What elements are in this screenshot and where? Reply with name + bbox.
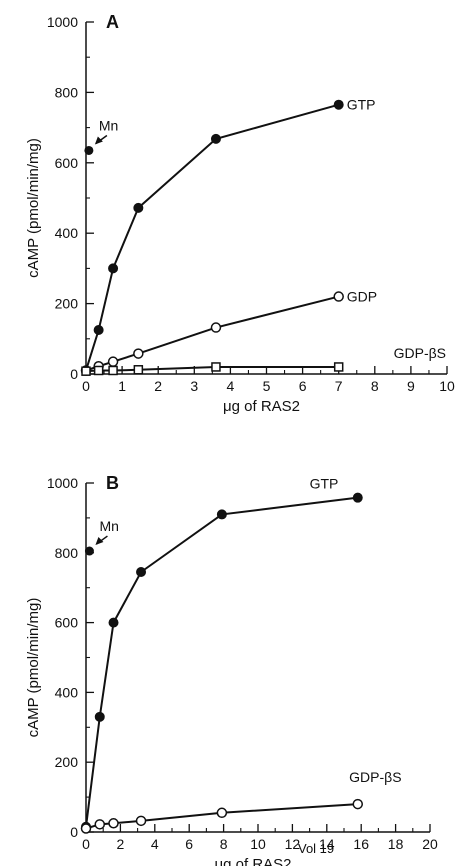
x-tick-label: 6 — [299, 378, 307, 394]
mn-data-point — [84, 145, 94, 155]
data-point — [333, 99, 344, 110]
x-tick-label: 16 — [353, 836, 369, 852]
panel-label: B — [106, 473, 119, 493]
data-point — [216, 509, 227, 520]
x-tick-label: 18 — [388, 836, 404, 852]
x-axis-title: μg of RAS2 — [214, 856, 291, 866]
x-axis-title: μg of RAS2 — [223, 398, 300, 415]
x-tick-label: 2 — [154, 378, 162, 394]
data-point — [210, 133, 221, 144]
data-point — [333, 291, 344, 302]
data-point — [333, 362, 344, 372]
y-axis-title: cAMP (pmol/min/mg) — [25, 138, 42, 278]
x-tick-label: 4 — [151, 836, 159, 852]
x-tick-label: 10 — [439, 378, 455, 394]
x-tick-label: 1 — [118, 378, 126, 394]
chart-panel-a: 0 1 2 3 4 5 6 7 8 9 10 0 200 400 600 800 1000 Aμg of RAS2… — [25, 12, 455, 415]
y-axis-title: cAMP (pmol/min/mg) — [25, 598, 42, 738]
x-tick-label: 9 — [407, 378, 415, 394]
data-point — [133, 348, 144, 359]
y-tick-label: 800 — [55, 545, 79, 561]
data-point — [108, 818, 119, 829]
data-point — [352, 492, 363, 503]
y-tick-label: 200 — [55, 296, 79, 312]
series-label: GTP — [310, 475, 339, 491]
mn-arrow-head — [95, 537, 104, 546]
y-tick-label: 1000 — [47, 475, 78, 491]
x-tick-label: 14 — [319, 836, 335, 852]
mn-annotation-label: Mn — [99, 518, 118, 534]
mn-annotation-label: Mn — [99, 117, 118, 133]
y-tick-label: 400 — [55, 225, 79, 241]
mn-data-point — [84, 546, 94, 556]
x-tick-label: 3 — [190, 378, 198, 394]
series-label: GDP-βS — [394, 345, 446, 361]
data-point — [136, 566, 147, 577]
data-point — [133, 202, 144, 213]
series-line — [85, 295, 339, 372]
series-label: GDP — [347, 289, 377, 305]
data-point — [211, 362, 221, 372]
x-tick-label: 20 — [422, 836, 438, 852]
data-point — [108, 365, 118, 376]
data-point — [81, 366, 91, 376]
y-tick-label: 600 — [55, 155, 79, 171]
x-tick-label: 10 — [250, 836, 266, 852]
series-line — [85, 496, 358, 827]
data-point — [216, 807, 228, 819]
x-tick-label: 4 — [227, 378, 235, 394]
x-tick-label: 12 — [285, 836, 301, 852]
y-tick-label: 0 — [70, 824, 78, 840]
x-tick-label: 2 — [117, 836, 125, 852]
data-point — [108, 263, 119, 274]
series-label: GDP-βS — [349, 769, 401, 785]
data-point — [210, 322, 222, 333]
x-tick-label: 5 — [263, 378, 271, 394]
data-point — [94, 711, 105, 722]
panel-label: A — [106, 12, 119, 32]
x-tick-label: 0 — [82, 378, 90, 394]
x-tick-label: 8 — [371, 378, 379, 394]
data-point — [80, 823, 92, 834]
series-line — [85, 103, 339, 371]
x-tick-label: 7 — [335, 378, 343, 394]
data-point — [352, 798, 364, 810]
y-tick-label: 200 — [55, 754, 79, 770]
mn-arrow-head — [94, 136, 103, 145]
y-tick-label: 400 — [55, 684, 79, 700]
data-point — [107, 356, 119, 367]
footer-note: Vol 19 — [298, 841, 334, 856]
x-tick-label: 6 — [185, 836, 193, 852]
data-point — [135, 815, 147, 827]
x-tick-label: 8 — [220, 836, 228, 852]
data-point — [93, 325, 104, 335]
y-tick-label: 1000 — [47, 14, 78, 30]
data-point — [133, 365, 144, 375]
data-point — [94, 819, 106, 830]
data-point — [108, 617, 119, 628]
y-tick-label: 0 — [70, 366, 78, 382]
data-point — [93, 365, 104, 376]
y-tick-label: 600 — [55, 615, 79, 631]
series-label: GTP — [347, 97, 376, 113]
y-tick-label: 800 — [55, 84, 79, 100]
x-tick-label: 0 — [82, 836, 90, 852]
